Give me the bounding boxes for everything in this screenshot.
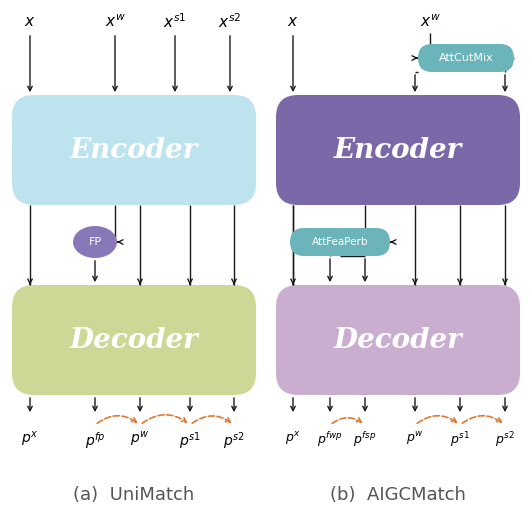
FancyBboxPatch shape	[276, 95, 520, 205]
Text: $p^w$: $p^w$	[130, 430, 149, 449]
Ellipse shape	[73, 226, 117, 258]
Text: $p^{fp}$: $p^{fp}$	[85, 430, 105, 451]
Text: $p^x$: $p^x$	[21, 430, 39, 449]
Text: $p^x$: $p^x$	[285, 430, 301, 447]
FancyArrowPatch shape	[332, 418, 361, 423]
FancyBboxPatch shape	[276, 285, 520, 395]
Text: $p^{fsp}$: $p^{fsp}$	[353, 430, 377, 449]
Text: $p^{fwp}$: $p^{fwp}$	[317, 430, 343, 449]
FancyBboxPatch shape	[12, 95, 256, 205]
FancyBboxPatch shape	[418, 44, 514, 72]
Text: Decoder: Decoder	[70, 327, 198, 353]
FancyArrowPatch shape	[192, 416, 230, 423]
Text: $p^{s2}$: $p^{s2}$	[495, 430, 515, 450]
Text: $x^{s1}$: $x^{s1}$	[163, 13, 187, 32]
Text: $p^w$: $p^w$	[406, 430, 424, 447]
Text: FP: FP	[88, 237, 102, 247]
FancyBboxPatch shape	[12, 285, 256, 395]
FancyArrowPatch shape	[462, 416, 501, 423]
Text: (a)  UniMatch: (a) UniMatch	[73, 486, 195, 504]
Text: Encoder: Encoder	[334, 137, 462, 164]
Text: $x^{s2}$: $x^{s2}$	[218, 13, 242, 32]
Text: (b)  AIGCMatch: (b) AIGCMatch	[330, 486, 466, 504]
Text: $p^{s1}$: $p^{s1}$	[450, 430, 470, 450]
FancyBboxPatch shape	[290, 228, 390, 256]
Text: $p^{s1}$: $p^{s1}$	[179, 430, 201, 452]
Text: AttFeaPerb: AttFeaPerb	[312, 237, 368, 247]
Text: $x^w$: $x^w$	[420, 14, 440, 31]
Text: Encoder: Encoder	[70, 137, 198, 164]
Text: $x$: $x$	[287, 15, 299, 29]
Text: Decoder: Decoder	[334, 327, 462, 353]
Text: $p^{s2}$: $p^{s2}$	[223, 430, 245, 452]
FancyArrowPatch shape	[142, 414, 186, 423]
FancyArrowPatch shape	[417, 416, 456, 423]
Text: $x$: $x$	[24, 15, 36, 29]
FancyArrowPatch shape	[97, 416, 136, 423]
Text: $x^w$: $x^w$	[105, 14, 126, 31]
Text: AttCutMix: AttCutMix	[438, 53, 493, 63]
